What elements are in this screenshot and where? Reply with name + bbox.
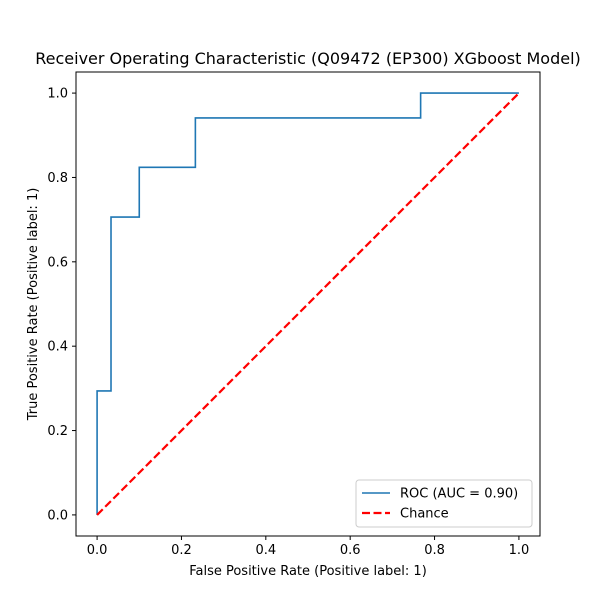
- y-axis-label: True Positive Rate (Positive label: 1): [26, 188, 41, 422]
- series-layer: [96, 92, 520, 516]
- x-tick-label-3: 0.6: [340, 543, 361, 558]
- x-axis-label: False Positive Rate (Positive label: 1): [189, 564, 427, 579]
- legend-label-1: Chance: [400, 507, 449, 522]
- series-line-1: [96, 92, 520, 516]
- y-axis-ticks: 0.0 0.2 0.4 0.6 0.8 1.0: [47, 87, 76, 523]
- y-tick-label-5: 1.0: [47, 87, 68, 102]
- y-tick-label-0: 0.0: [47, 508, 68, 523]
- legend-box: [355, 479, 533, 528]
- x-tick-label-4: 0.8: [424, 543, 445, 558]
- x-tick-label-5: 1.0: [509, 543, 530, 558]
- plot-area: 0.0 0.2 0.4 0.6 0.8 1.0 0.0 0.2 0.4 0.6 0.8 1.0: [47, 71, 541, 558]
- y-tick-label-4: 0.8: [47, 171, 68, 186]
- x-axis-ticks: 0.0 0.2 0.4 0.6 0.8 1.0: [87, 536, 530, 558]
- plot-frame: [75, 71, 541, 537]
- x-tick-label-0: 0.0: [87, 543, 108, 558]
- x-tick-label-2: 0.4: [255, 543, 276, 558]
- y-tick-label-1: 0.2: [47, 424, 68, 439]
- y-tick-label-2: 0.4: [47, 340, 68, 355]
- y-tick-label-3: 0.6: [47, 255, 68, 270]
- series-line-0: [96, 92, 519, 515]
- legend-label-0: ROC (AUC = 0.90): [400, 487, 518, 502]
- chart-title: Receiver Operating Characteristic (Q0947…: [35, 49, 581, 68]
- legend: ROC (AUC = 0.90) Chance: [355, 479, 533, 528]
- x-tick-label-1: 0.2: [171, 543, 192, 558]
